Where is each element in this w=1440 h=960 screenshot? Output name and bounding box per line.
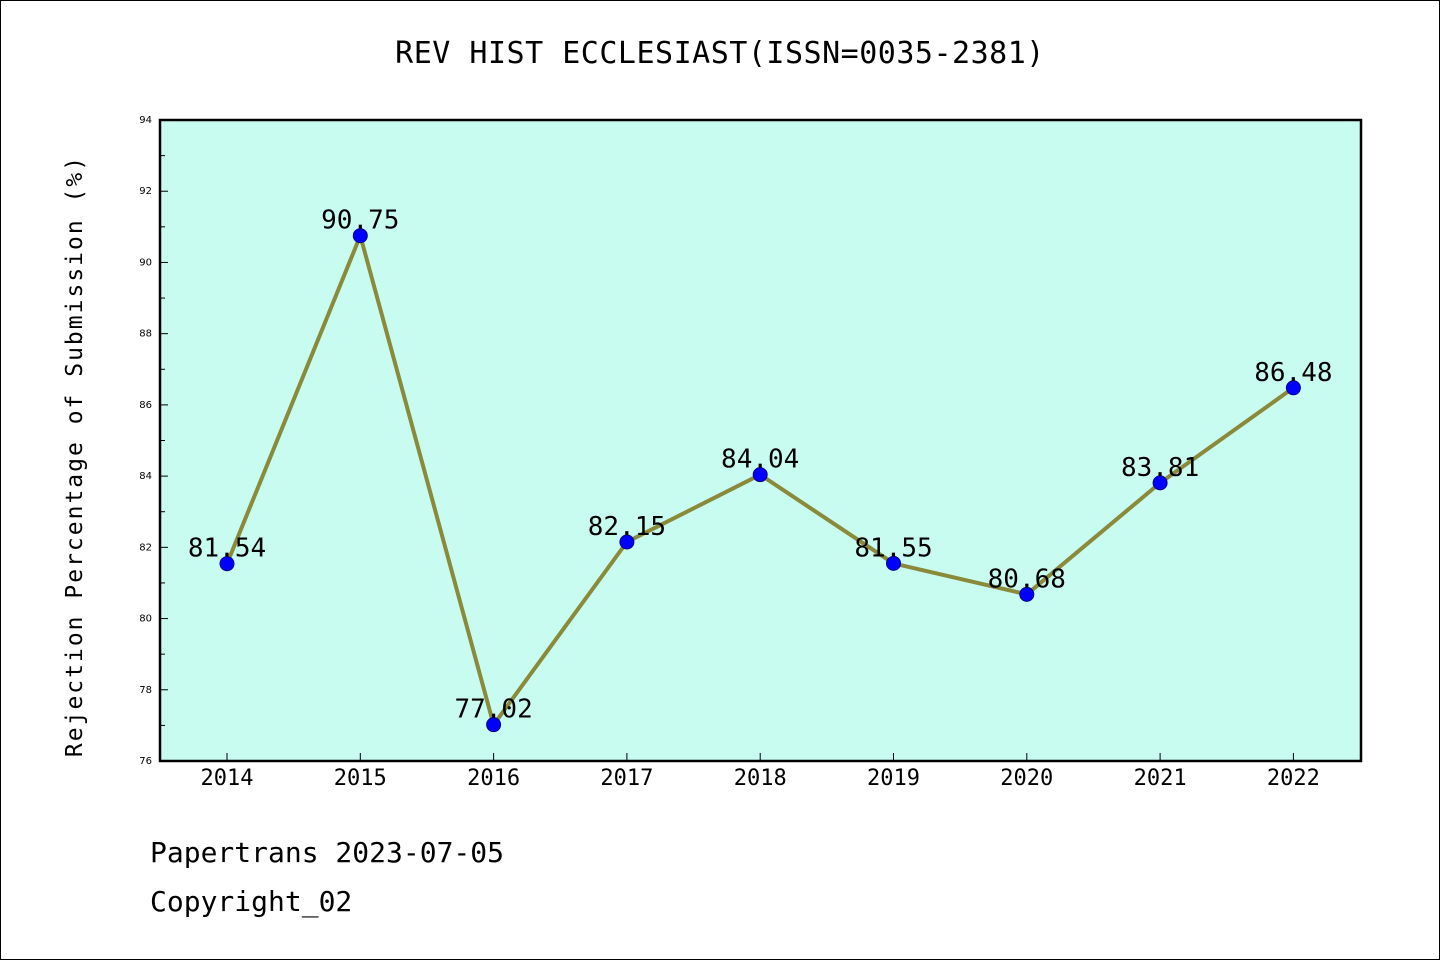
x-tick-label: 2017 <box>600 766 653 791</box>
data-point <box>619 534 635 550</box>
data-label: 77.02 <box>454 695 532 725</box>
y-tick-label: 92 <box>139 186 152 197</box>
data-point <box>1285 380 1301 396</box>
plot-area <box>158 118 1363 763</box>
y-tick-label: 82 <box>139 542 152 553</box>
x-tick-label: 2015 <box>334 766 387 791</box>
data-label: 83.81 <box>1121 453 1199 483</box>
y-tick-label: 94 <box>139 115 152 126</box>
y-tick-label: 86 <box>139 400 152 411</box>
chart-title: REV HIST ECCLESIAST(ISSN=0035-2381) <box>395 36 1045 71</box>
data-point <box>352 228 368 244</box>
data-point <box>1019 586 1035 602</box>
footer-copyright: Copyright_02 <box>150 885 353 918</box>
y-tick-label: 84 <box>139 471 152 482</box>
y-tick-label: 76 <box>139 756 152 767</box>
data-point <box>486 717 502 733</box>
y-tick-label: 90 <box>139 257 152 268</box>
x-tick-label: 2016 <box>467 766 520 791</box>
data-point <box>752 467 768 483</box>
data-label: 86.48 <box>1254 358 1332 388</box>
data-label: 82.15 <box>588 512 666 542</box>
x-tick-label: 2021 <box>1134 766 1187 791</box>
y-tick-label: 78 <box>139 685 152 696</box>
data-label: 80.68 <box>988 564 1066 594</box>
data-point <box>1152 475 1168 491</box>
x-tick-label: 2018 <box>734 766 787 791</box>
x-tick-label: 2014 <box>201 766 254 791</box>
y-tick-label: 88 <box>139 329 152 340</box>
data-label: 90.75 <box>321 206 399 236</box>
x-tick-label: 2019 <box>867 766 920 791</box>
data-point <box>886 555 901 571</box>
x-tick-label: 2022 <box>1267 766 1320 791</box>
x-tick-label: 2020 <box>1000 766 1053 791</box>
y-tick-label: 80 <box>139 614 152 625</box>
data-label: 81.55 <box>854 533 932 563</box>
data-label: 84.04 <box>721 445 799 475</box>
data-label: 81.54 <box>188 534 266 564</box>
data-point <box>219 556 235 572</box>
footer-publisher-date: Papertrans 2023-07-05 <box>150 836 505 869</box>
